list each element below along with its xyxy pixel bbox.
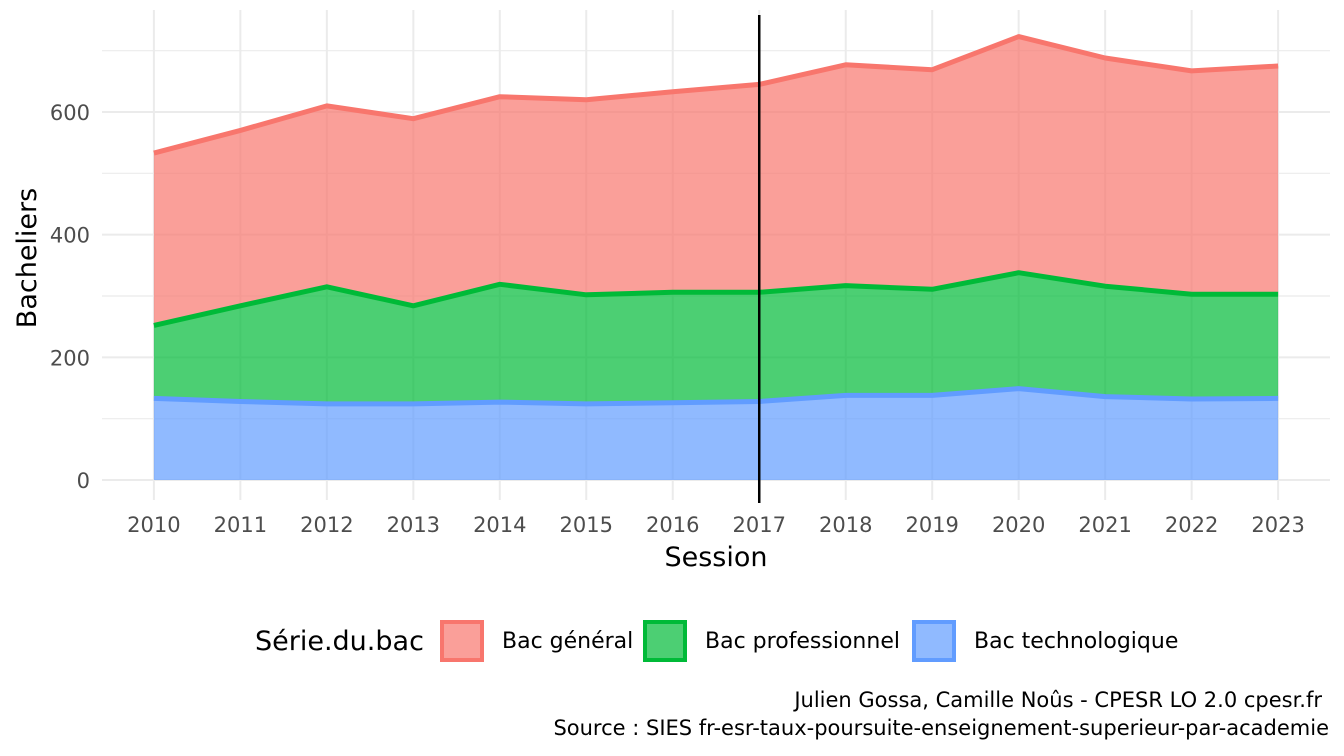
area-bac-technologique <box>153 388 1279 480</box>
legend-item: Bac technologique <box>912 620 1178 662</box>
legend-label: Bac général <box>502 629 633 654</box>
legend-key <box>643 620 687 662</box>
x-tick-label: 2019 <box>905 513 958 537</box>
y-tick-label: 600 <box>50 101 90 125</box>
legend-label: Bac professionnel <box>705 629 900 654</box>
y-axis-title: Bacheliers <box>12 188 43 328</box>
y-tick-label: 0 <box>77 469 90 493</box>
y-axis-tick-labels: 0 200 400 600 <box>50 101 90 493</box>
legend-item: Bac professionnel <box>643 620 900 662</box>
y-tick-label: 200 <box>50 346 90 370</box>
x-tick-label: 2016 <box>646 513 699 537</box>
x-tick-label: 2017 <box>733 513 786 537</box>
area-bac-professionnel <box>153 272 1279 404</box>
x-tick-label: 2022 <box>1165 513 1218 537</box>
x-tick-label: 2021 <box>1078 513 1131 537</box>
area-bac-g-n-ral <box>153 36 1279 326</box>
legend-item: Bac général <box>440 620 633 662</box>
legend-key <box>440 620 484 662</box>
line-bac-technologique <box>153 386 1279 407</box>
x-axis-title: Session <box>664 542 767 573</box>
stacked-areas <box>153 34 1279 480</box>
legend-title: Série.du.bac <box>255 626 424 657</box>
caption-credits: Julien Gossa, Camille Noûs - CPESR LO 2.… <box>792 688 1322 712</box>
x-tick-label: 2012 <box>300 513 353 537</box>
line-bac-professionnel <box>153 270 1279 328</box>
x-tick-label: 2010 <box>127 513 180 537</box>
legend-label: Bac technologique <box>974 629 1178 654</box>
x-axis-tick-labels: 2010 2011 2012 2013 2014 2015 2016 2017 2018 2019… <box>127 513 1305 537</box>
x-tick-label: 2013 <box>387 513 440 537</box>
legend-key <box>912 620 956 662</box>
y-tick-label: 400 <box>50 224 90 248</box>
legend: Série.du.bac Bac général Bac professionne… <box>255 620 1178 662</box>
x-tick-label: 2014 <box>473 513 526 537</box>
caption-source: Source : SIES fr-esr-taux-poursuite-ense… <box>553 716 1329 740</box>
x-tick-label: 2018 <box>819 513 872 537</box>
x-tick-label: 2011 <box>214 513 267 537</box>
x-tick-label: 2020 <box>992 513 1045 537</box>
line-bac-g-n-ral <box>153 34 1279 156</box>
x-tick-label: 2015 <box>560 513 613 537</box>
x-tick-label: 2023 <box>1251 513 1304 537</box>
